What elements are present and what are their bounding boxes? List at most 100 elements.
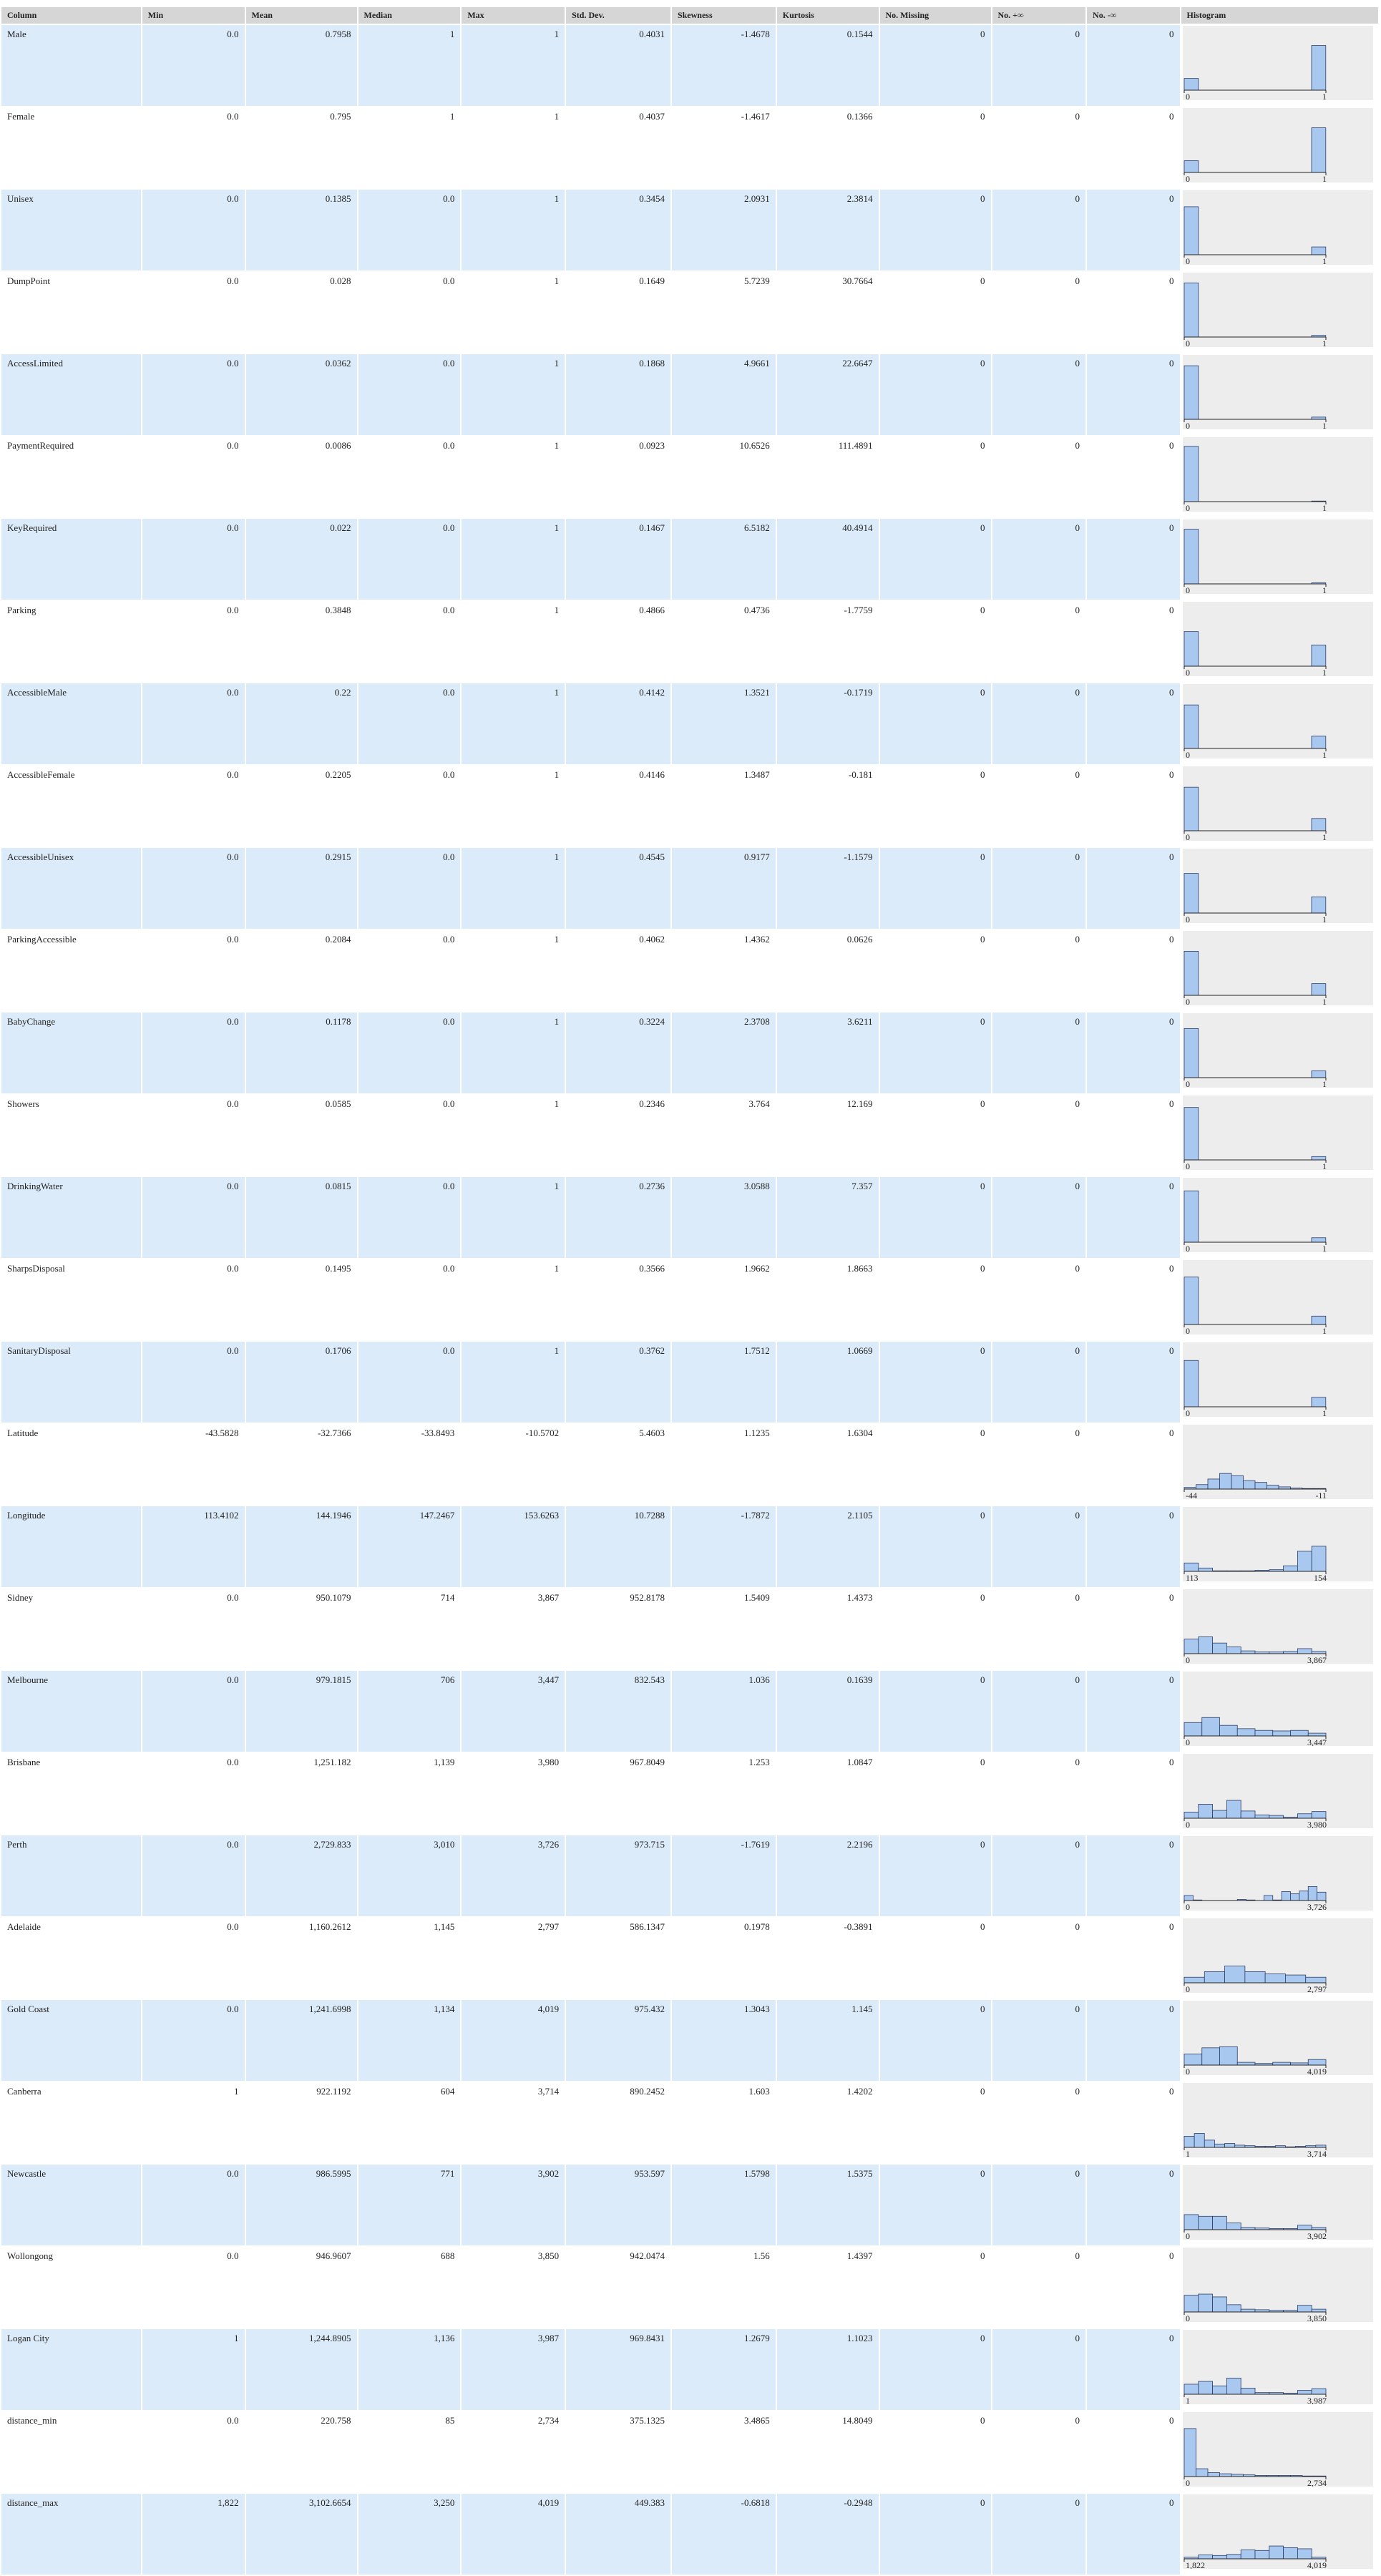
cell-std-dev: 967.8049 — [566, 1753, 670, 1834]
cell-column-name: AccessibleFemale — [1, 766, 141, 847]
histogram-bar — [1240, 2308, 1255, 2313]
table-row[interactable]: Wollongong 0.0 946.9607 688 3,850 942.0474 1.5… — [1, 2247, 1378, 2328]
histogram-bar — [1311, 644, 1326, 667]
cell-kurtosis: 2.3814 — [776, 190, 879, 270]
header-no-neg-inf[interactable]: No. -∞ — [1087, 7, 1180, 24]
cell-column-name: Logan City — [1, 2329, 141, 2410]
cell-column-name: distance_max — [1, 2494, 141, 2575]
histogram-bar — [1184, 1812, 1199, 1819]
table-row[interactable]: Perth 0.0 2,729.833 3,010 3,726 973.715 -1.761… — [1, 1835, 1378, 1916]
histogram-bar — [1219, 1473, 1231, 1490]
cell-no-pos-inf: 0 — [992, 1177, 1086, 1258]
histogram-plot: 0 3,867 — [1182, 1589, 1373, 1664]
table-row[interactable]: Male 0.0 0.7958 1 1 0.4031 -1.4678 0.1544 0 0 0 0 1 — [1, 25, 1378, 106]
table-row[interactable]: SharpsDisposal 0.0 0.1495 0.0 1 0.3566 1.9662 1… — [1, 1259, 1378, 1340]
table-row[interactable]: AccessibleFemale 0.0 0.2205 0.0 1 0.4146 1.348… — [1, 766, 1378, 847]
histogram-bar — [1184, 160, 1199, 173]
histogram-bar — [1254, 2550, 1269, 2560]
histogram-bar — [1226, 2304, 1241, 2313]
table-row[interactable]: ParkingAccessible 0.0 0.2084 0.0 1 0.4062 1.43… — [1, 930, 1378, 1011]
table-row[interactable]: AccessLimited 0.0 0.0362 0.0 1 0.1868 4.9661 22… — [1, 354, 1378, 435]
cell-no-neg-inf: 0 — [1087, 1095, 1180, 1176]
table-row[interactable]: distance_min 0.0 220.758 85 2,734 375.1325 3.4… — [1, 2411, 1378, 2492]
table-row[interactable]: DrinkingWater 0.0 0.0815 0.0 1 0.2736 3.0588 7.… — [1, 1177, 1378, 1258]
cell-no-neg-inf: 0 — [1087, 2082, 1180, 2163]
table-row[interactable]: Logan City 1 1,244.8905 1,136 3,987 969.8431 1… — [1, 2329, 1378, 2410]
table-row[interactable]: Gold Coast 0.0 1,241.6998 1,134 4,019 975.432… — [1, 2000, 1378, 2081]
cell-median: 0.0 — [358, 601, 461, 682]
table-row[interactable]: Showers 0.0 0.0585 0.0 1 0.2346 3.764 12.169 0 0 0… — [1, 1095, 1378, 1176]
header-mean[interactable]: Mean — [245, 7, 357, 24]
cell-mean: 0.7958 — [245, 25, 357, 106]
histogram-bar — [1311, 818, 1326, 831]
table-row[interactable]: distance_max 1,822 3,102.6654 3,250 4,019 449… — [1, 2494, 1378, 2575]
cell-std-dev: 975.432 — [566, 2000, 670, 2081]
table-row[interactable]: PaymentRequired 0.0 0.0086 0.0 1 0.0923 10.652… — [1, 436, 1378, 517]
header-median[interactable]: Median — [358, 7, 461, 24]
header-histogram[interactable]: Histogram — [1181, 7, 1378, 24]
cell-std-dev: 832.543 — [566, 1671, 670, 1752]
cell-histogram: 0 2,734 — [1181, 2411, 1378, 2492]
header-kurtosis[interactable]: Kurtosis — [776, 7, 879, 24]
table-row[interactable]: DumpPoint 0.0 0.028 0.0 1 0.1649 5.7239 30.7664… — [1, 272, 1378, 353]
histogram-bar — [1184, 78, 1199, 91]
header-min[interactable]: Min — [142, 7, 245, 24]
table-row[interactable]: Latitude -43.5828 -32.7366 -33.8493 -10.5702… — [1, 1424, 1378, 1505]
cell-max: 1 — [462, 1095, 565, 1176]
histogram-min-label: 0 — [1186, 585, 1190, 594]
cell-mean: 0.1706 — [245, 1342, 357, 1423]
cell-no-neg-inf: 0 — [1087, 1342, 1180, 1423]
histogram-max-label: 3,714 — [1307, 2149, 1327, 2157]
histogram-min-label: -44 — [1186, 1491, 1197, 1499]
histogram-svg: 0 3,867 — [1184, 1636, 1327, 1664]
cell-no-pos-inf: 0 — [992, 2494, 1086, 2575]
header-no-missing[interactable]: No. Missing — [879, 7, 991, 24]
histogram-bar — [1284, 1974, 1306, 1984]
histogram-bar — [1226, 2223, 1241, 2230]
cell-mean: 1,160.2612 — [245, 1918, 357, 1999]
histogram-min-label: 1 — [1186, 2149, 1190, 2157]
header-no-pos-inf[interactable]: No. +∞ — [992, 7, 1086, 24]
histogram-max-label: 1 — [1322, 338, 1327, 347]
table-row[interactable]: Melbourne 0.0 979.1815 706 3,447 832.543 1.036… — [1, 1671, 1378, 1752]
table-row[interactable]: Longitude 113.4102 144.1946 147.2467 153.626… — [1, 1506, 1378, 1587]
table-row[interactable]: Unisex 0.0 0.1385 0.0 1 0.3454 2.0931 2.3814 0 0 0… — [1, 190, 1378, 270]
cell-column-name: Longitude — [1, 1506, 141, 1587]
table-row[interactable]: Sidney 0.0 950.1079 714 3,867 952.8178 1.5409 1… — [1, 1589, 1378, 1669]
cell-no-neg-inf: 0 — [1087, 1753, 1180, 1834]
cell-no-pos-inf: 0 — [992, 1589, 1086, 1669]
cell-mean: 986.5995 — [245, 2165, 357, 2245]
header-column[interactable]: Column — [1, 7, 141, 24]
table-row[interactable]: Female 0.0 0.795 1 1 0.4037 -1.4617 0.1366 0 0 0 0 1 — [1, 107, 1378, 188]
histogram-bar — [1214, 2143, 1225, 2148]
cell-mean: 2,729.833 — [245, 1835, 357, 1916]
cell-histogram: 0 3,902 — [1181, 2165, 1378, 2245]
table-row[interactable]: Adelaide 0.0 1,160.2612 1,145 2,797 586.1347 0… — [1, 1918, 1378, 1999]
cell-no-neg-inf: 0 — [1087, 1671, 1180, 1752]
table-row[interactable]: Parking 0.0 0.3848 0.0 1 0.4866 0.4736 -1.7759 0… — [1, 601, 1378, 682]
histogram-max-label: 1 — [1322, 832, 1327, 841]
header-skewness[interactable]: Skewness — [671, 7, 776, 24]
table-row[interactable]: SanitaryDisposal 0.0 0.1706 0.0 1 0.3762 1.751… — [1, 1342, 1378, 1423]
cell-max: 1 — [462, 25, 565, 106]
table-row[interactable]: AccessibleUnisex 0.0 0.2915 0.0 1 0.4545 0.917… — [1, 848, 1378, 929]
cell-no-neg-inf: 0 — [1087, 1589, 1180, 1669]
cell-no-missing: 0 — [879, 1918, 991, 1999]
table-row[interactable]: Brisbane 0.0 1,251.182 1,139 3,980 967.8049 1.… — [1, 1753, 1378, 1834]
table-row[interactable]: Canberra 1 922.1192 604 3,714 890.2452 1.603 1.… — [1, 2082, 1378, 2163]
cell-kurtosis: 1.0669 — [776, 1342, 879, 1423]
cell-min: 0.0 — [142, 107, 245, 188]
header-max[interactable]: Max — [462, 7, 565, 24]
histogram-bar — [1226, 1646, 1241, 1654]
header-std-dev[interactable]: Std. Dev. — [566, 7, 670, 24]
table-row[interactable]: BabyChange 0.0 0.1178 0.0 1 0.3224 2.3708 3.621… — [1, 1013, 1378, 1093]
table-row[interactable]: Newcastle 0.0 986.5995 771 3,902 953.597 1.579… — [1, 2165, 1378, 2245]
cell-no-pos-inf: 0 — [992, 2000, 1086, 2081]
table-row[interactable]: KeyRequired 0.0 0.022 0.0 1 0.1467 6.5182 40.49… — [1, 519, 1378, 600]
table-row[interactable]: AccessibleMale 0.0 0.22 0.0 1 0.4142 1.3521 -0.… — [1, 683, 1378, 764]
